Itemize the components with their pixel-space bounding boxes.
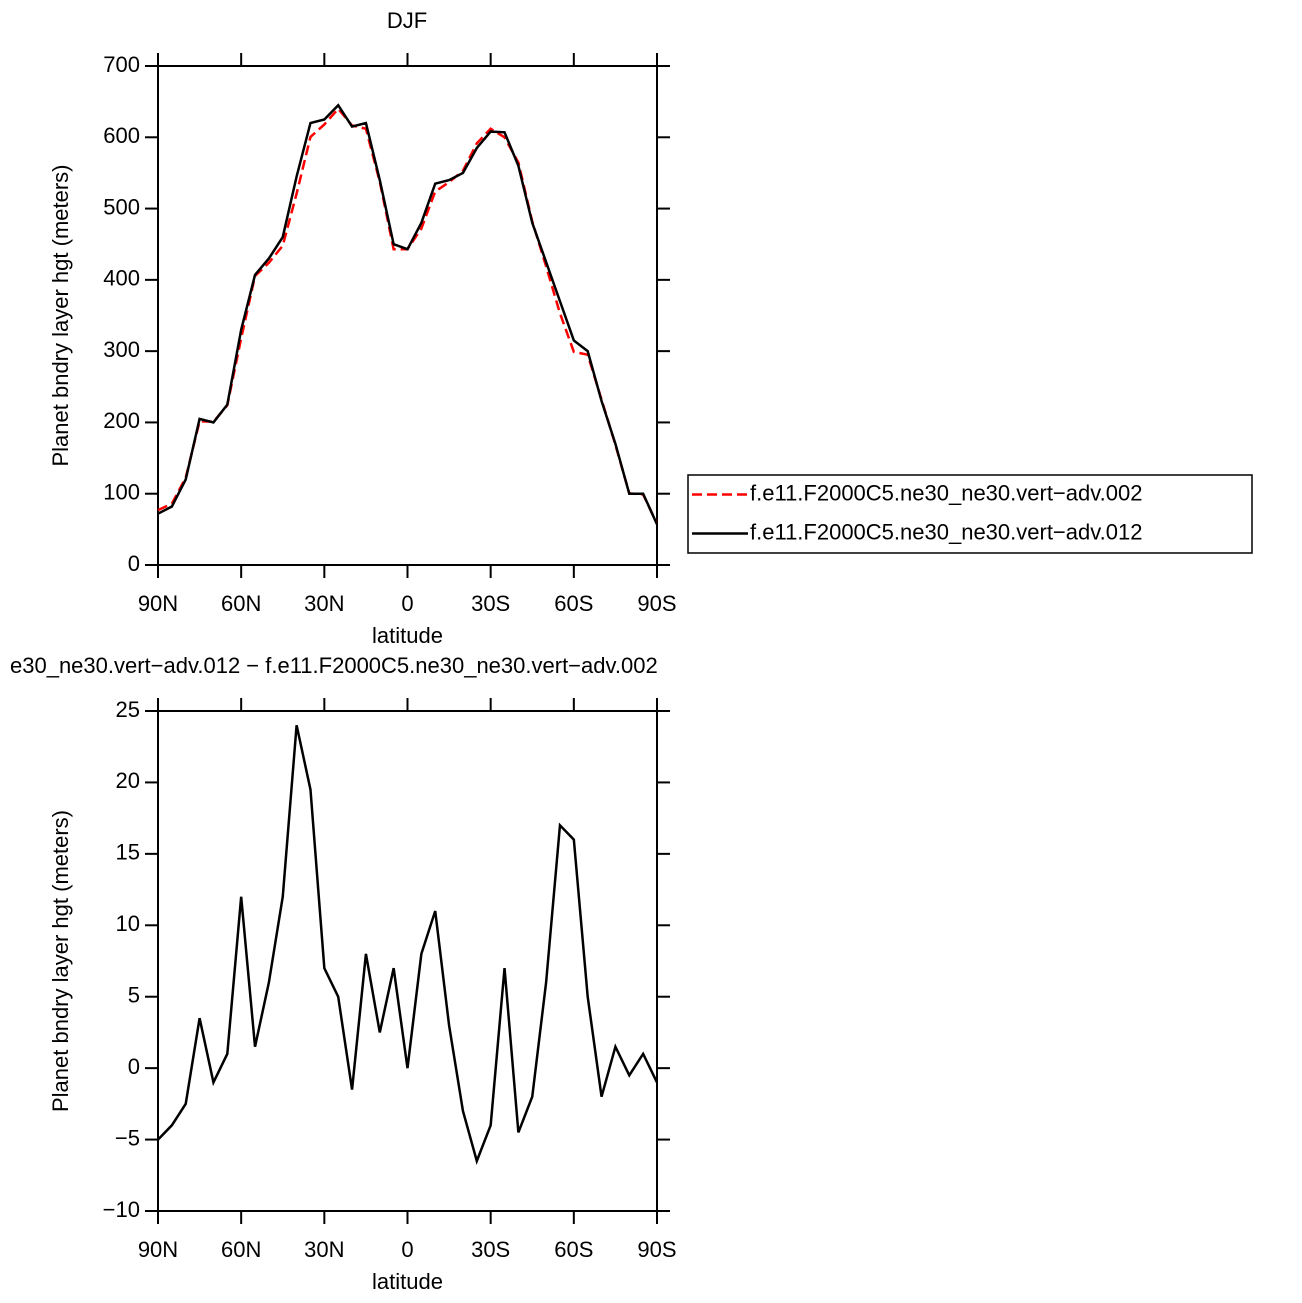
x-tick-label: 30S	[471, 1237, 510, 1262]
y-tick-label: 200	[103, 408, 140, 433]
y-axis-label: Planet bndry layer hgt (meters)	[48, 810, 73, 1112]
x-tick-label: 30N	[304, 1237, 344, 1262]
y-tick-label: 15	[116, 840, 140, 865]
legend-box	[687, 474, 1253, 554]
y-tick-label: 20	[116, 768, 140, 793]
y-tick-label: 700	[103, 52, 140, 77]
x-tick-label: 90S	[637, 591, 676, 616]
x-tick-label: 90N	[138, 591, 178, 616]
x-tick-label: 60S	[554, 1237, 593, 1262]
y-tick-label: 600	[103, 123, 140, 148]
x-tick-label: 60S	[554, 591, 593, 616]
y-tick-label: 5	[128, 983, 140, 1008]
y-tick-label: −5	[115, 1125, 140, 1150]
legend-label: f.e11.F2000C5.ne30_ne30.vert−adv.002	[750, 480, 1142, 505]
y-tick-label: 0	[128, 1054, 140, 1079]
x-axis-label: latitude	[372, 1269, 443, 1294]
plot-frame	[157, 65, 658, 566]
x-tick-label: 60N	[221, 1237, 261, 1262]
x-tick-label: 60N	[221, 591, 261, 616]
legend-label: f.e11.F2000C5.ne30_ne30.vert−adv.012	[750, 519, 1142, 544]
y-tick-label: 500	[103, 194, 140, 219]
data-line	[157, 106, 659, 525]
chart-title: DJF	[387, 8, 427, 33]
x-tick-label: 0	[401, 1237, 413, 1262]
data-line	[157, 725, 659, 1165]
x-tick-label: 0	[401, 591, 413, 616]
x-axis-label: latitude	[372, 623, 443, 648]
y-tick-label: 100	[103, 480, 140, 505]
y-tick-label: 10	[116, 911, 140, 936]
data-line	[157, 103, 659, 525]
y-tick-label: −10	[103, 1197, 140, 1222]
x-tick-label: 90N	[138, 1237, 178, 1262]
chart-title: e30_ne30.vert−adv.012 − f.e11.F2000C5.ne…	[10, 653, 658, 678]
y-axis-label: Planet bndry layer hgt (meters)	[48, 164, 73, 466]
x-tick-label: 30N	[304, 591, 344, 616]
y-tick-label: 0	[128, 551, 140, 576]
y-tick-label: 300	[103, 337, 140, 362]
x-tick-label: 30S	[471, 591, 510, 616]
y-tick-label: 400	[103, 266, 140, 291]
x-tick-label: 90S	[637, 1237, 676, 1262]
plot-frame	[157, 710, 658, 1212]
y-tick-label: 25	[116, 697, 140, 722]
